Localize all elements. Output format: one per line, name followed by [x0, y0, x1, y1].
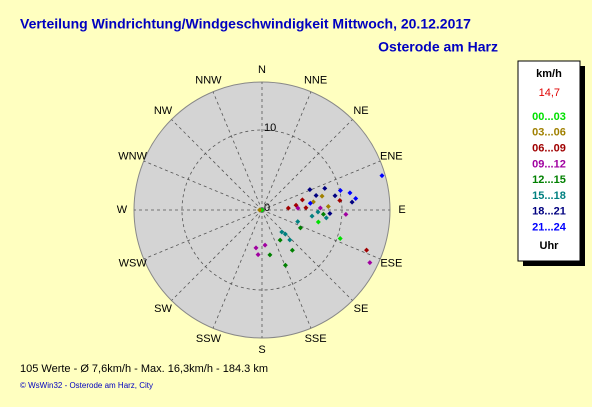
direction-label: NW [154, 105, 173, 117]
point [307, 200, 313, 206]
legend-unit: Uhr [540, 240, 560, 252]
credit: © WsWin32 - Osterode am Harz, City [20, 381, 153, 390]
point [307, 187, 313, 193]
legend-label: 00...03 [532, 111, 566, 123]
legend-title: km/h [536, 68, 562, 80]
point [332, 193, 338, 199]
point [262, 242, 268, 248]
direction-label: NNW [195, 75, 222, 87]
point [320, 211, 326, 217]
r-tick-label: 10 [264, 122, 276, 134]
point [325, 204, 331, 210]
direction-label: W [117, 204, 128, 216]
point [315, 209, 321, 215]
point [367, 260, 373, 266]
point [353, 195, 359, 201]
point [337, 235, 343, 241]
legend-label: 21...24 [532, 222, 567, 234]
r-tick-label: 0 [264, 202, 270, 214]
point [287, 237, 293, 243]
direction-label: N [258, 64, 266, 76]
direction-label: NE [353, 105, 368, 117]
grid-ring [181, 129, 343, 291]
chart-subtitle: Osterode am Harz [378, 39, 498, 55]
legend-label: 15...18 [532, 190, 566, 202]
point [347, 190, 353, 196]
point [253, 245, 259, 251]
point [277, 237, 283, 243]
point [255, 252, 261, 258]
point [282, 231, 288, 237]
point [337, 187, 343, 193]
point [379, 173, 385, 179]
point [319, 193, 325, 199]
legend-label: 18...21 [532, 206, 566, 218]
footer: 105 Werte - Ø 7,6km/h - Max. 16,3km/h - … [20, 363, 268, 375]
point [323, 215, 329, 221]
direction-label: S [258, 344, 265, 356]
direction-label: SW [154, 303, 172, 315]
point [282, 262, 288, 268]
point [337, 197, 343, 203]
point [295, 205, 301, 211]
direction-label: SE [354, 303, 369, 315]
direction-label: ENE [380, 150, 403, 162]
point [267, 252, 273, 258]
point [349, 199, 355, 205]
point [299, 197, 305, 203]
direction-label: E [398, 204, 405, 216]
direction-label: SSE [305, 333, 327, 345]
point [289, 247, 295, 253]
legend-max: 14,7 [539, 87, 560, 99]
point [257, 207, 263, 213]
point [364, 247, 370, 253]
legend-label: 09...12 [532, 158, 566, 170]
legend-label: 12...15 [532, 174, 566, 186]
legend-label: 03...06 [532, 127, 566, 139]
point [297, 225, 303, 231]
direction-label: NNE [304, 75, 327, 87]
point [317, 205, 323, 211]
point [343, 211, 349, 217]
point [279, 229, 285, 235]
point [285, 205, 291, 211]
direction-label: ESE [380, 257, 402, 269]
point [309, 213, 315, 219]
direction-label: WSW [119, 257, 148, 269]
legend-label: 06...09 [532, 143, 566, 155]
direction-label: WNW [118, 150, 147, 162]
point [327, 211, 333, 217]
point [303, 205, 309, 211]
legend-box [517, 60, 581, 262]
point [315, 219, 321, 225]
point [295, 219, 301, 225]
point [313, 193, 319, 199]
direction-label: SSW [196, 333, 222, 345]
point [322, 185, 328, 191]
chart-title: Verteilung Windrichtung/Windgeschwindigk… [20, 16, 471, 32]
